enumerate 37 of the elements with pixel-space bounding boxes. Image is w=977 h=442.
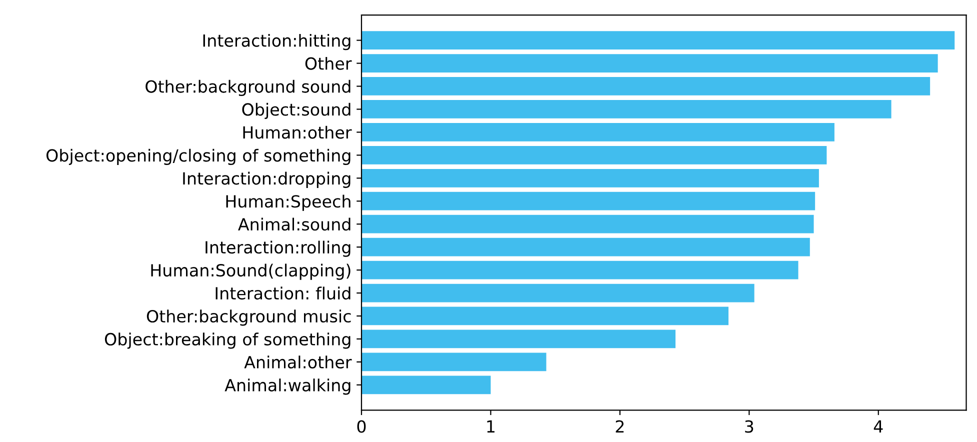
y-tick-label: Interaction: fluid <box>216 286 350 300</box>
y-tick-label: Animal:walking <box>224 378 350 395</box>
bar <box>361 123 834 142</box>
bar <box>361 31 955 50</box>
bar <box>361 100 892 118</box>
bar <box>361 168 819 188</box>
y-tick-label: Interaction:hitting <box>203 34 350 50</box>
bar <box>361 352 546 372</box>
bar <box>361 146 827 164</box>
x-tick-label: 3 <box>745 420 754 433</box>
bar <box>361 238 810 256</box>
bar <box>361 376 491 394</box>
y-tick-label: Other:background music <box>146 310 351 326</box>
x-tick-label: 4 <box>874 420 883 433</box>
bar <box>361 192 816 210</box>
y-tick-label: Animal:other <box>244 356 352 368</box>
x-tick-label: 1 <box>487 420 494 433</box>
y-tick-label: Human:other <box>243 126 352 139</box>
bar <box>361 260 798 280</box>
y-tick-label: Other <box>305 56 352 70</box>
y-tick-label: Human:Speech <box>226 194 350 211</box>
bar <box>361 214 814 234</box>
bar <box>361 77 930 96</box>
y-tick-label: Animal:sound <box>238 218 350 231</box>
x-tick-label: 0 <box>357 420 366 433</box>
y-tick-label: Object:breaking of something <box>104 332 350 349</box>
y-tick-label: Interaction:rolling <box>206 240 350 257</box>
y-tick-label: Interaction:dropping <box>183 172 350 188</box>
y-tick-label: Human:Sound(clapping) <box>151 264 350 280</box>
bar <box>361 306 728 326</box>
x-tick-label: 2 <box>616 420 624 433</box>
y-tick-label: Object:opening/closing of something <box>46 148 350 165</box>
y-tick-label: Object:sound <box>242 102 350 120</box>
bar <box>361 54 938 72</box>
y-tick-label: Other:background sound <box>146 80 350 96</box>
bar <box>361 284 754 302</box>
bar <box>361 330 676 348</box>
